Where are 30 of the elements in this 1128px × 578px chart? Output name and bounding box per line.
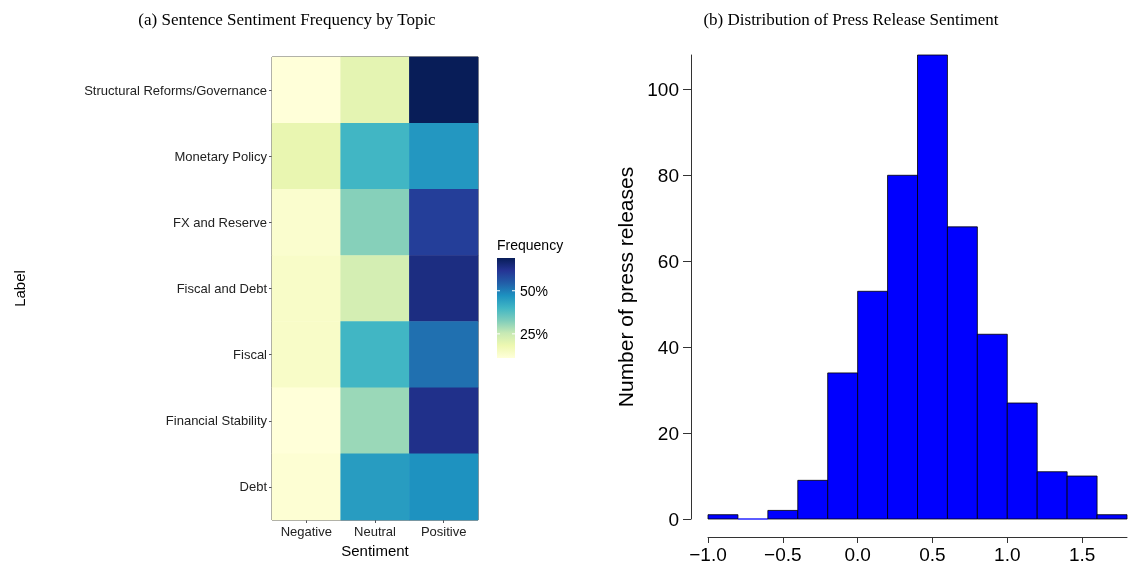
x-tick-label: 1.5 (1068, 544, 1096, 565)
y-tick-label: Debt (239, 479, 268, 495)
y-tick-label: 40 (657, 336, 679, 358)
y-axis-title: Number of press releases (614, 166, 638, 408)
y-tick-label: Structural Reforms/Governance (84, 82, 267, 98)
chart-title: (b) Distribution of Press Release Sentiment (703, 10, 999, 29)
y-axis-title: Label (11, 270, 28, 307)
color-bar-label: 50% (520, 282, 549, 299)
x-tick-label: Neutral (354, 524, 397, 539)
y-tick-label: 60 (657, 250, 679, 272)
x-axis-title: Sentiment (341, 541, 410, 559)
color-bar-title: Frequency (497, 237, 564, 253)
y-tick-label: Fiscal and Debt (176, 281, 268, 296)
y-tick-label: Monetary Policy (174, 148, 268, 164)
y-tick-label: FX and Reserve (173, 214, 267, 230)
color-bar-label: 25% (520, 325, 549, 342)
y-tick-label: Fiscal (233, 347, 268, 363)
x-tick-label: 0.5 (919, 544, 946, 565)
y-tick-label: 20 (657, 422, 679, 444)
x-tick-label: −1.0 (689, 544, 727, 565)
y-tick-label: 0 (668, 508, 679, 530)
x-tick-label: Negative (280, 524, 332, 539)
y-tick-label: 80 (657, 164, 679, 186)
x-tick-label: Positive (420, 524, 467, 539)
x-tick-label: −0.5 (764, 544, 802, 565)
x-tick-label: 0.0 (844, 544, 871, 565)
x-tick-label: 1.0 (994, 544, 1021, 565)
y-tick-label: Financial Stability (165, 413, 268, 429)
y-tick-label: 100 (647, 78, 679, 100)
chart-title: (a) Sentence Sentiment Frequency by Topic (138, 10, 437, 29)
